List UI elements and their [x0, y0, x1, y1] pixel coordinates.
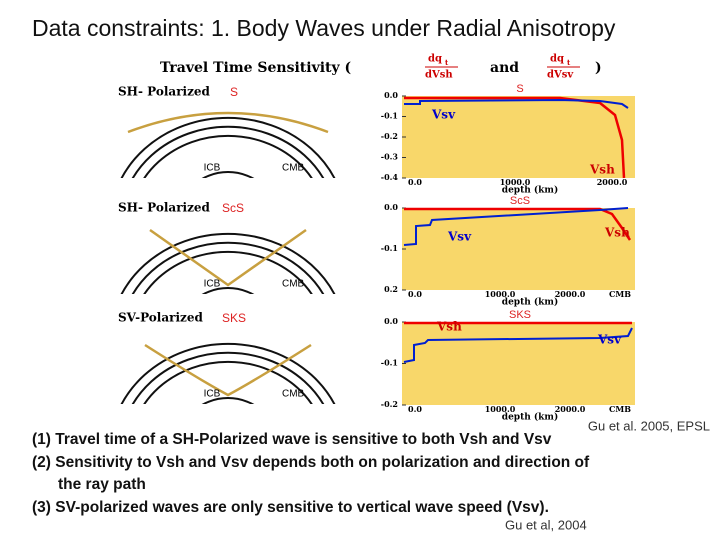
y-tick-label: -0.3 — [381, 152, 399, 162]
y-tick-label: 0.0 — [384, 90, 398, 100]
y-tick-label: 0.2 — [384, 284, 398, 294]
x-axis-label: depth (km) — [502, 412, 558, 423]
numerator: dq — [428, 54, 442, 65]
notes-citation: Gu et al, 2004 — [505, 517, 587, 532]
x-tick-label: 1000.0 — [500, 177, 531, 187]
polarization-label: SH- Polarized — [118, 85, 211, 99]
ray-diagram — [120, 228, 336, 294]
earth-arc — [143, 360, 313, 404]
curve-label: Vsh — [589, 163, 615, 177]
x-tick-label: 1000.0 — [485, 404, 516, 414]
note: (3) SV-polarized waves are only sensitiv… — [32, 499, 549, 516]
x-axis-label: depth (km) — [502, 185, 558, 196]
plot-phase: S — [516, 83, 523, 95]
earth-arc — [120, 342, 336, 404]
note: the ray path — [58, 476, 146, 493]
earth-arc — [143, 134, 313, 178]
phase-label: S — [230, 85, 238, 99]
subscript: t — [567, 58, 571, 67]
curve-blue — [403, 207, 629, 246]
y-tick-label: 0.0 — [384, 316, 398, 326]
curve-label: Vsv — [447, 230, 472, 244]
earth-arc — [143, 250, 313, 294]
curve-label: Vsh — [604, 226, 630, 240]
x-tick-label: CMB — [609, 404, 631, 414]
curve-blue — [403, 327, 633, 363]
denominator-sh: dVsh — [425, 70, 453, 81]
slide-title: Data constraints: 1. Body Waves under Ra… — [32, 15, 616, 41]
ray-path — [127, 111, 329, 134]
phase-label: ScS — [222, 201, 244, 215]
earth-arc — [131, 241, 325, 294]
curve-label: Vsv — [431, 108, 456, 122]
note: (1) Travel time of a SH-Polarized wave i… — [32, 431, 552, 448]
x-tick-label: CMB — [609, 289, 631, 299]
denominator-sv: dVsv — [547, 70, 574, 81]
icb-label: ICB — [204, 163, 221, 174]
y-tick-label: 0.0 — [384, 202, 398, 212]
earth-arc — [120, 232, 336, 294]
note: (2) Sensitivity to Vsh and Vsv depends b… — [32, 454, 590, 471]
plot-area — [402, 322, 635, 405]
polarization-label: SH- Polarized — [118, 201, 211, 215]
phase-label: SKS — [222, 311, 246, 325]
x-tick-label: 1000.0 — [485, 289, 516, 299]
polarization-label: SV-Polarized — [118, 311, 203, 325]
x-tick-label: 2000.0 — [555, 404, 586, 414]
icb-label: ICB — [204, 389, 221, 400]
curve-red — [404, 96, 626, 179]
ray-diagram — [120, 111, 336, 178]
y-tick-label: -0.1 — [381, 243, 398, 253]
y-tick-label: -0.2 — [381, 131, 398, 141]
x-tick-label: 2000.0 — [597, 177, 628, 187]
subscript: t — [445, 58, 449, 67]
curve-label: Vsh — [436, 320, 462, 334]
core-arc — [201, 171, 255, 178]
earth-arc — [120, 116, 336, 178]
curve-label: Vsv — [597, 333, 622, 347]
curve-red — [404, 207, 632, 241]
figure-heading: Travel Time Sensitivity ( — [160, 60, 351, 76]
ray-path — [149, 228, 307, 287]
earth-arc — [131, 125, 325, 178]
cmb-label: CMB — [282, 163, 305, 174]
ray-diagram — [120, 342, 336, 404]
panel: SH- Polarized S ICB CMB S 0.0 -0.1 -0.2 -0.3 -0.4… — [118, 83, 635, 196]
x-tick-label: 0.0 — [408, 404, 422, 414]
curve-blue — [404, 98, 629, 109]
earth-arc — [131, 351, 325, 404]
icb-label: ICB — [204, 279, 221, 290]
y-tick-label: -0.2 — [381, 399, 398, 409]
y-tick-label: -0.4 — [381, 172, 399, 182]
y-tick-label: -0.1 — [381, 358, 398, 368]
plot-area — [402, 96, 635, 178]
heading-close: ) — [595, 60, 602, 76]
x-tick-label: 0.0 — [408, 289, 422, 299]
cmb-label: CMB — [282, 389, 305, 400]
panel: SH- Polarized ScS ICB CMB ScS 0.0 -0.1 0.2 0.0 10… — [118, 195, 635, 308]
y-tick-label: -0.1 — [381, 111, 398, 121]
heading-and: and — [490, 60, 519, 76]
core-arc — [201, 397, 255, 404]
figure-citation: Gu et al. 2005, EPSL — [588, 418, 710, 433]
plot-area — [402, 208, 635, 290]
x-tick-label: 0.0 — [408, 177, 422, 187]
numerator: dq — [550, 54, 564, 65]
x-axis-label: depth (km) — [502, 297, 558, 308]
figure: Travel Time Sensitivity ( dq t dVsh and … — [160, 54, 602, 81]
panel: SV-Polarized SKS ICB CMB SKS 0.0 -0.1 -0.2 0.0 10… — [118, 309, 635, 423]
plot-phase: ScS — [510, 195, 530, 207]
core-arc — [201, 287, 255, 294]
x-tick-label: 2000.0 — [555, 289, 586, 299]
cmb-label: CMB — [282, 279, 305, 290]
plot-phase: SKS — [509, 309, 531, 321]
ray-path — [144, 343, 312, 397]
